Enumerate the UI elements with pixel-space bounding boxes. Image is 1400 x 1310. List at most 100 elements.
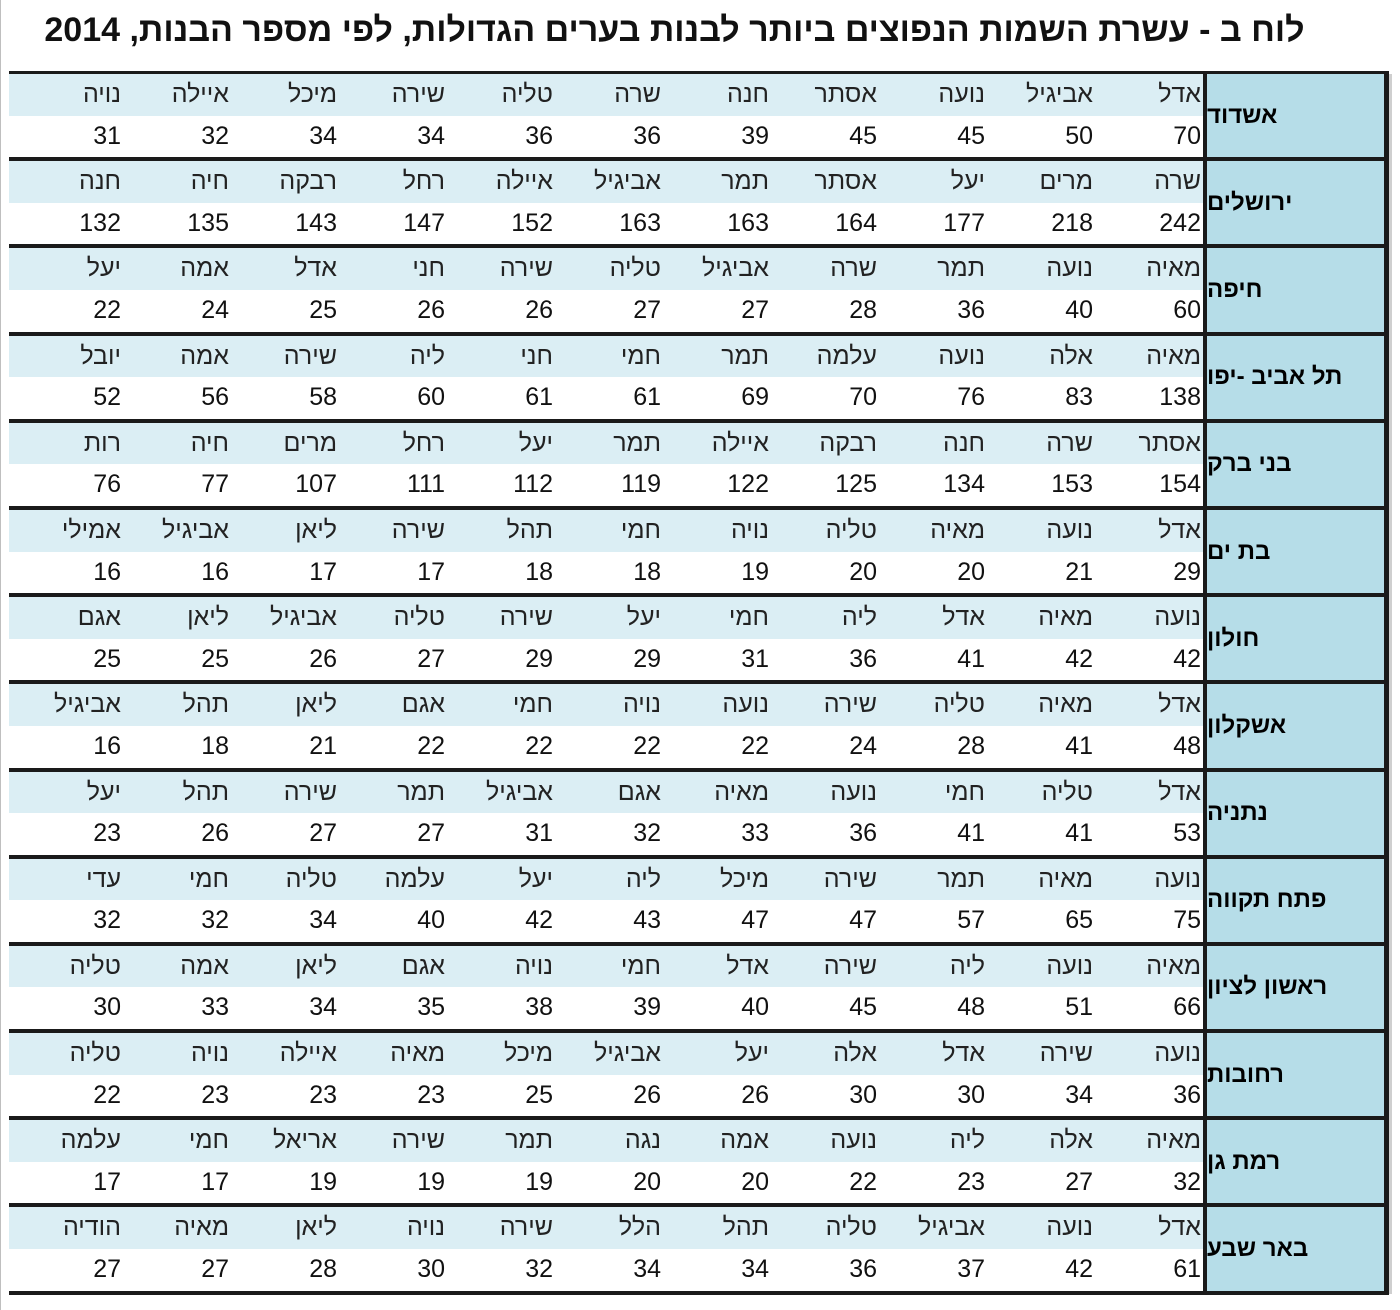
count-cell: 37 [957,1255,985,1284]
count-cell: 26 [309,644,337,673]
name-cell: אלה [833,1039,877,1068]
name-cell: נויה [622,690,661,719]
name-cell: נועה [1046,1213,1093,1242]
name-cell: אדל [942,1039,985,1068]
count-cell: 134 [943,470,985,499]
city-data: שרה מרים יעל אסתר תמר אביגיל איילה רחל רבקה חיה חנ… [9,161,1203,245]
name-cell: מאיה [1038,864,1093,893]
name-cell: רחל [402,428,445,457]
name-cell: אמה [180,951,229,980]
count-cell: 27 [309,819,337,848]
names-row: נועה שירה אדל אלה יעל אביגיל מיכל מאיה איילה נויה… [9,1033,1203,1075]
title-divider [9,71,1389,74]
name-cell: חני [520,341,553,370]
name-cell: אביגיל [54,690,121,719]
name-cell: נועה [1046,515,1093,544]
name-cell: יעל [86,254,121,283]
counts-row: 36 34 30 30 26 26 25 23 23 23 22 [9,1074,1203,1117]
count-cell: 147 [403,208,445,237]
count-cell: 66 [1173,993,1201,1022]
name-cell: אדל [1158,690,1201,719]
page-title: לוח ב - עשרת השמות הנפוצים ביותר לבנות ב… [44,11,1305,49]
count-cell: 26 [201,819,229,848]
count-cell: 61 [525,383,553,412]
name-cell: ליה [841,603,877,632]
name-cell: אדל [726,951,769,980]
city-data: מאיה אלה נועה עלמה תמר חמי חני ליה שירה אמה יובל 13… [9,335,1203,419]
count-cell: 19 [525,1167,553,1196]
count-cell: 27 [93,1255,121,1284]
name-cell: אריאל [273,1126,337,1155]
name-cell: נועה [1154,1039,1201,1068]
count-cell: 32 [201,906,229,935]
count-cell: 65 [1065,906,1093,935]
count-cell: 36 [849,644,877,673]
name-cell: אביגיל [1026,80,1093,108]
name-cell: שירה [823,864,877,893]
count-cell: 42 [1065,644,1093,673]
city-name: ראשון לציון [1203,945,1389,1030]
count-cell: 17 [309,557,337,586]
city-data: אדל נועה אביגיל טליה תהל הלל שירה נויה ליאן מאיה ה… [9,1207,1203,1291]
count-cell: 32 [633,819,661,848]
counts-row: 154 153 134 125 122 119 112 111 107 77 76 [9,464,1203,506]
city-name: בני ברק [1203,422,1389,506]
count-cell: 19 [309,1167,337,1196]
name-cell: אביגיל [594,167,661,196]
city-name: חיפה [1203,248,1389,332]
name-cell: שירה [823,690,877,719]
name-cell: אלה [1049,341,1093,370]
count-cell: 27 [417,644,445,673]
count-cell: 29 [1173,557,1201,586]
city-name: רחובות [1203,1033,1389,1117]
counts-row: 66 51 48 45 40 39 38 35 34 33 30 [9,987,1203,1030]
name-cell: אביגיל [270,603,337,632]
name-cell: אגם [617,777,661,806]
name-cell: מאיה [714,777,769,806]
count-cell: 16 [93,731,121,760]
count-cell: 24 [849,731,877,760]
city-row: אשקלון אדל מאיה טליה שירה נועה נויה חמי אגם ליאן ת… [9,684,1389,772]
count-cell: 18 [201,731,229,760]
name-cell: חיה [190,428,229,457]
name-cell: תהל [506,515,553,544]
count-cell: 51 [1065,993,1093,1022]
count-cell: 43 [633,906,661,935]
count-cell: 22 [93,1080,121,1109]
counts-row: 32 27 23 22 20 20 19 19 19 17 17 [9,1161,1203,1204]
count-cell: 177 [943,208,985,237]
count-cell: 163 [727,208,769,237]
count-cell: 125 [835,470,877,499]
name-cell: אגם [77,603,121,632]
count-cell: 30 [417,1255,445,1284]
count-cell: 45 [849,121,877,150]
names-row: מאיה נועה תמר שרה אביגיל טליה שירה חני אדל אמה יעל [9,248,1203,290]
names-table: אשדוד אדל אביגיל נועה אסתר חנה שרה טליה שירה מיכל… [9,74,1389,1295]
name-cell: עלמה [384,864,445,893]
count-cell: 27 [417,819,445,848]
name-cell: אדל [942,603,985,632]
city-data: נועה מאיה תמר שירה מיכל ליה יעל עלמה טליה חמי עדי 7… [9,858,1203,942]
count-cell: 25 [525,1080,553,1109]
count-cell: 27 [1065,1167,1093,1196]
name-cell: תמר [397,777,445,806]
name-cell: אמה [180,341,229,370]
name-cell: תהל [182,777,229,806]
count-cell: 18 [633,557,661,586]
count-cell: 30 [957,1080,985,1109]
name-cell: מאיה [174,1213,229,1242]
count-cell: 21 [309,731,337,760]
name-cell: עלמה [60,1126,121,1155]
name-cell: חנה [78,167,121,196]
city-row: בני ברק אסתר שרה חנה רבקה איילה תמר יעל רחל מרים ח… [9,422,1389,510]
count-cell: 34 [633,1255,661,1284]
counts-row: 42 42 41 36 31 29 29 27 26 25 25 [9,638,1203,681]
city-data: מאיה נועה תמר שרה אביגיל טליה שירה חני אדל אמה יעל… [9,248,1203,332]
name-cell: נועה [722,690,769,719]
count-cell: 164 [835,208,877,237]
name-cell: תמר [937,864,985,893]
count-cell: 36 [849,1255,877,1284]
name-cell: איילה [279,1039,337,1068]
count-cell: 36 [1173,1080,1201,1109]
name-cell: אביגיל [918,1213,985,1242]
